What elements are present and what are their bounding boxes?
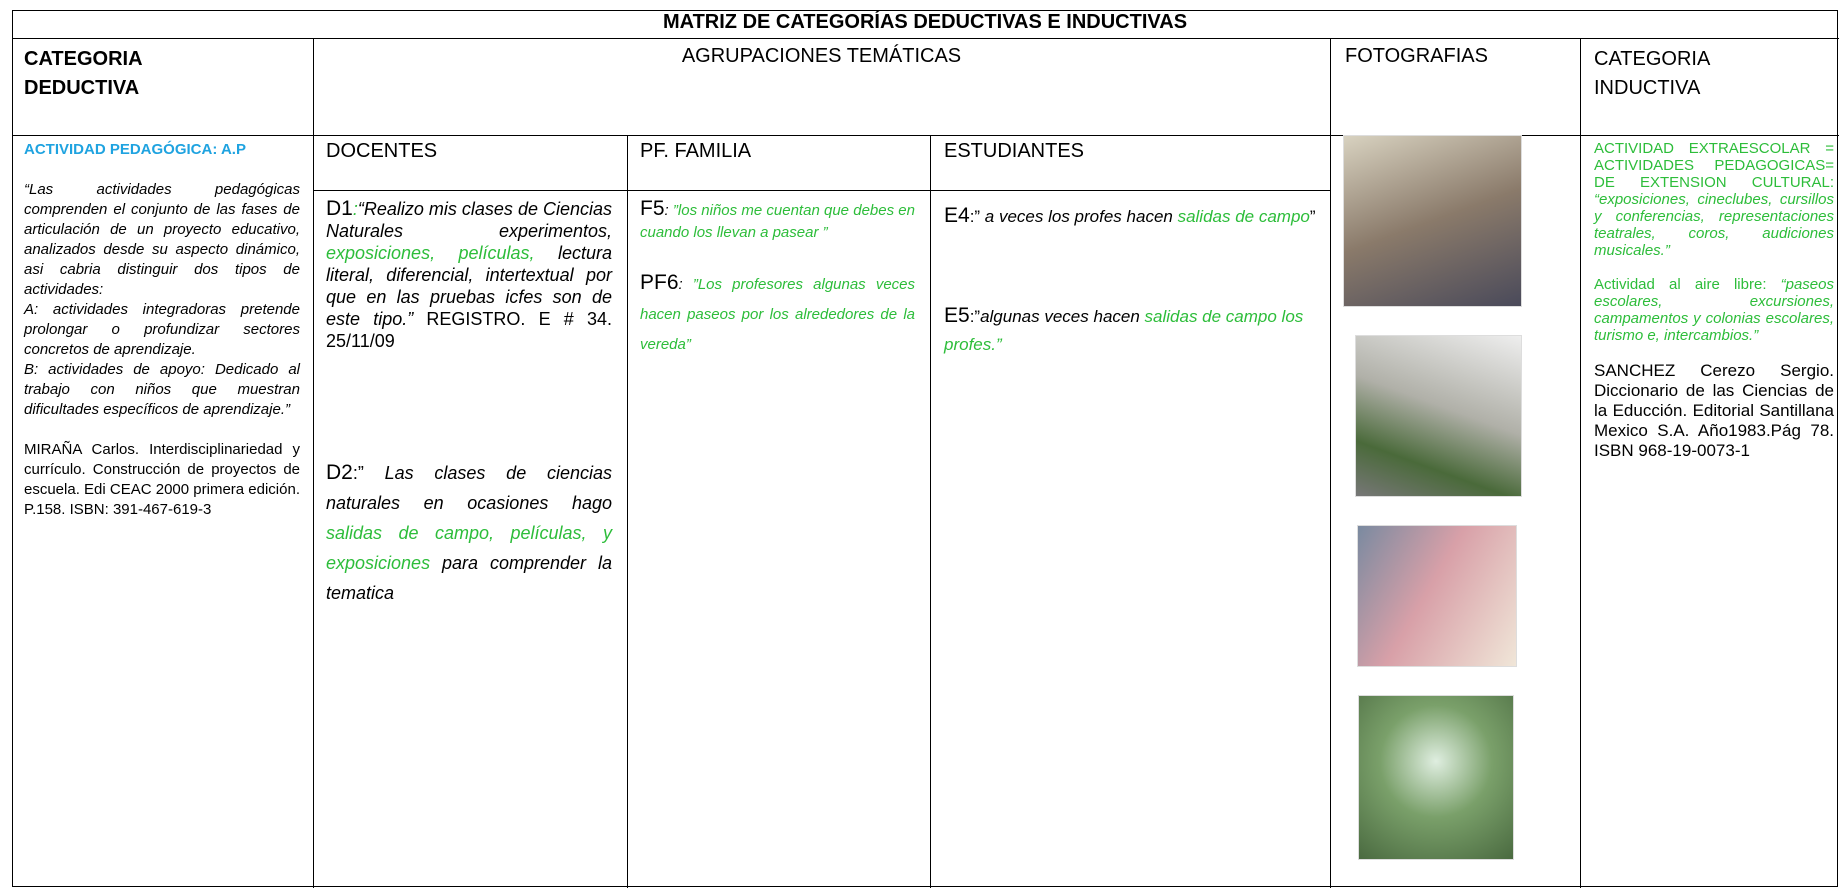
code: F5 [640,197,665,220]
entry: E4:” a veces los profes hacen salidas de… [944,202,1316,231]
col-line [1330,38,1331,888]
text: salidas de campo [1177,207,1310,226]
text: algunas veces hacen [980,307,1145,326]
quote: B: actividades de apoyo: Dedicado al tra… [24,361,300,418]
table-border [12,10,1838,887]
header: AGRUPACIONES TEMÁTICAS [681,45,962,67]
text: :” [969,207,985,226]
text: salidas de campo los profes.” [944,307,1304,354]
code: E5 [944,304,970,327]
text: “paseos escolares, excursiones, campamen… [1594,276,1834,344]
inductive-cell: ACTIVIDAD EXTRAESCOLAR = ACTIVIDADES PED… [1594,140,1834,461]
text: ”Los profesores algunas veces hacen pase… [640,276,916,353]
text: : [352,199,358,219]
paragraph: ACTIVIDAD EXTRAESCOLAR = ACTIVIDADES PED… [1594,140,1834,259]
text: ACTIVIDAD EXTRAESCOLAR = ACTIVIDADES PED… [1594,140,1834,191]
entry: E5:”algunas veces hacen salidas de campo… [944,302,1316,359]
text: : [664,202,673,219]
text: a veces los profes hacen [984,207,1178,226]
photo [1358,695,1514,860]
deductive-cell: ACTIVIDAD PEDAGÓGICA: A.P “Las actividad… [24,140,300,520]
text: lectura literal, diferencial, intertextu… [326,243,613,329]
header: FOTOGRAFIAS [1345,45,1488,67]
text: “exposiciones, cineclubes, cursillos y c… [1594,191,1834,259]
col-line [930,135,931,888]
subheader: PF. FAMILIA [640,140,752,162]
code: D2 [326,461,353,484]
col-line [1580,38,1581,888]
text: para comprender la tematica [326,553,612,603]
col-line [627,135,628,888]
text: ” [1309,207,1316,226]
text: Actividad al aire libre: [1594,276,1781,293]
code: E4 [944,204,970,227]
code: PF6 [640,271,679,294]
row-line [12,38,1839,39]
reference: SANCHEZ Cerezo Sergio. Diccionario de la… [1594,361,1834,460]
text: ”los niños me cuentan que debes en cuand… [640,202,915,241]
text: exposiciones, películas, [326,243,535,263]
text: “Realizo mis clases de Ciencias Naturale… [326,199,612,241]
entry: F5: ”los niños me cuentan que debes en c… [640,198,915,244]
col-line [313,38,314,888]
subheader: DOCENTES [326,140,438,162]
code: D1 [326,197,353,220]
entry: PF6: ”Los profesores algunas veces hacen… [640,268,915,360]
text: :” [969,307,981,326]
paragraph: Actividad al aire libre: “paseos escolar… [1594,276,1834,344]
header: CATEGORIA INDUCTIVA [1594,48,1710,99]
quote: A: actividades integradoras pretende pro… [24,301,300,358]
header: CATEGORIA DEDUCTIVA [24,48,142,99]
row-line [12,135,1839,136]
row-line [313,190,1330,191]
reference: MIRAÑA Carlos. Interdisciplinariedad y c… [24,441,300,518]
text: : [678,276,693,293]
subheader: ESTUDIANTES [944,140,1085,162]
text: salidas de campo, películas, y exposicio… [326,523,612,573]
photo [1343,135,1522,307]
quote: “Las actividades pedagógicas comprenden … [24,181,300,298]
text: :” [352,463,385,483]
text: REGISTRO. E # 34. 25/11/09 [326,309,612,351]
heading: ACTIVIDAD PEDAGÓGICA: A.P [24,141,246,158]
photo [1355,335,1522,497]
entry: D1:“Realizo mis clases de Ciencias Natur… [326,198,612,352]
title: MATRIZ DE CATEGORÍAS DEDUCTIVAS E INDUCT… [662,11,1188,33]
text: Las clases de ciencias naturales en ocas… [326,463,612,513]
entry: D2:” Las clases de ciencias naturales en… [326,458,612,608]
photo [1357,525,1517,667]
